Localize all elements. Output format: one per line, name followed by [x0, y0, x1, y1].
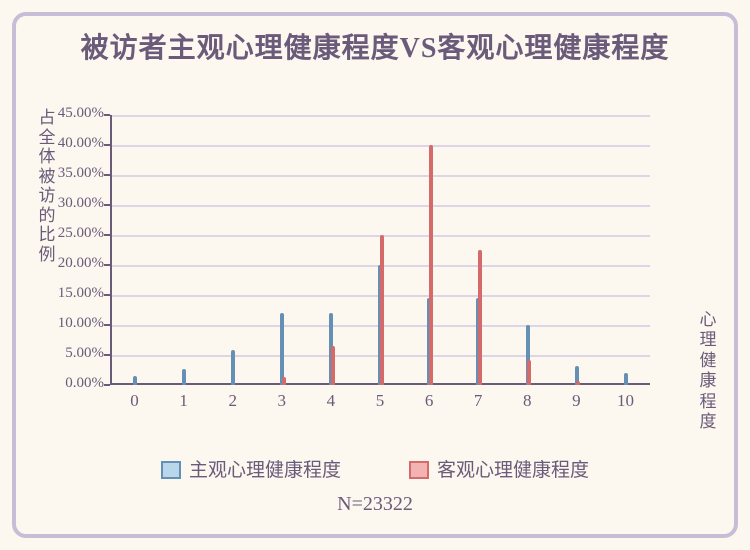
bar-group: 9: [552, 115, 601, 385]
y-tick-label: 5.00%: [65, 345, 104, 362]
chart-area: 0.00%5.00%10.00%15.00%20.00%25.00%30.00%…: [110, 115, 650, 385]
bar-group: 8: [503, 115, 552, 385]
bar-group: 2: [208, 115, 257, 385]
bar-group: 1: [159, 115, 208, 385]
x-tick-label: 10: [601, 391, 650, 411]
x-tick-label: 1: [159, 391, 208, 411]
x-tick-label: 0: [110, 391, 159, 411]
x-tick-label: 9: [552, 391, 601, 411]
bar-group: 3: [257, 115, 306, 385]
legend-item: 客观心理健康程度: [409, 455, 589, 482]
y-tick-label: 45.00%: [58, 105, 104, 122]
bar: [429, 145, 433, 385]
bar: [231, 350, 235, 385]
x-tick-label: 6: [405, 391, 454, 411]
bar: [282, 377, 286, 385]
x-axis-label: 心 理 健 康 程 度: [698, 310, 718, 432]
y-tick-label: 35.00%: [58, 165, 104, 182]
x-tick-label: 4: [306, 391, 355, 411]
bar: [624, 373, 628, 385]
bar-group: 5: [355, 115, 404, 385]
bars-container: 012345678910: [110, 115, 650, 385]
bar: [280, 313, 284, 385]
x-tick-label: 3: [257, 391, 306, 411]
bar: [380, 235, 384, 385]
y-tick-label: 20.00%: [58, 255, 104, 272]
y-tick-label: 15.00%: [58, 285, 104, 302]
x-tick-label: 7: [454, 391, 503, 411]
legend-label: 客观心理健康程度: [437, 460, 589, 481]
bar-group: 4: [306, 115, 355, 385]
bar: [133, 376, 137, 385]
x-tick-label: 2: [208, 391, 257, 411]
bar-group: 10: [601, 115, 650, 385]
y-tick-label: 40.00%: [58, 135, 104, 152]
bar: [331, 346, 335, 385]
bar: [182, 369, 186, 385]
bar: [478, 250, 482, 385]
x-tick-label: 8: [503, 391, 552, 411]
y-tick-label: 25.00%: [58, 225, 104, 242]
chart-title: 被访者主观心理健康程度VS客观心理健康程度: [0, 26, 750, 66]
legend-label: 主观心理健康程度: [189, 460, 341, 481]
y-tick-label: 30.00%: [58, 195, 104, 212]
y-axis-label: 占 全 体 被 访 的 比 例: [38, 108, 56, 264]
bar: [527, 360, 531, 385]
y-tick-label: 10.00%: [58, 315, 104, 332]
bar: [576, 381, 580, 385]
legend: 主观心理健康程度 客观心理健康程度: [0, 455, 750, 482]
x-tick-label: 5: [355, 391, 404, 411]
bar-group: 6: [405, 115, 454, 385]
sample-size: N=23322: [0, 493, 750, 516]
bar-group: 7: [454, 115, 503, 385]
legend-item: 主观心理健康程度: [161, 455, 341, 482]
y-tick-label: 0.00%: [65, 375, 104, 392]
bar-group: 0: [110, 115, 159, 385]
